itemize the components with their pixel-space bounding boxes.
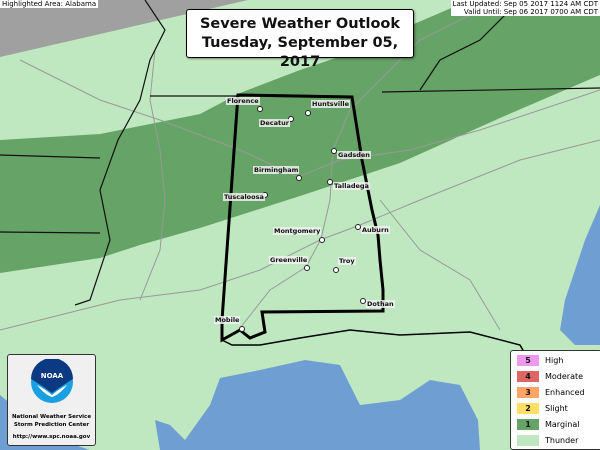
timestamps: Last Updated: Sep 05 2017 1124 AM CDT Va…	[450, 0, 600, 16]
city-marker-florence	[257, 106, 263, 112]
legend-label-high: High	[545, 355, 564, 365]
city-label-troy: Troy	[338, 257, 356, 265]
city-marker-montgomery	[319, 237, 325, 243]
subtitle-date: Tuesday, September 05, 2017	[201, 35, 399, 70]
legend-swatch-high: 5	[517, 354, 539, 366]
title-box: Severe Weather Outlook Tuesday, Septembe…	[186, 9, 414, 70]
city-marker-dothan	[360, 298, 366, 304]
city-marker-auburn	[355, 224, 361, 230]
city-label-mobile: Mobile	[214, 316, 241, 324]
city-label-dothan: Dothan	[366, 300, 395, 308]
legend-swatch-enhanced: 3	[517, 386, 539, 398]
spc-label: Storm Prediction Center	[13, 422, 90, 428]
gulf-water-central	[155, 360, 480, 450]
city-marker-talladega	[327, 179, 333, 185]
legend-swatch-marginal: 1	[517, 418, 539, 430]
city-label-greenville: Greenville	[269, 256, 309, 264]
spc-url-link[interactable]: http://www.spc.noaa.gov	[12, 434, 91, 440]
legend-item-slight: 2 Slight	[517, 402, 568, 414]
city-label-talladega: Talladega	[333, 182, 370, 190]
city-label-tuscaloosa: Tuscaloosa	[223, 193, 265, 201]
risk-legend: 5 High 4 Moderate 3 Enhanced 2 Slight 1 Margi…	[510, 350, 600, 450]
legend-item-enhanced: 3 Enhanced	[517, 386, 585, 398]
noaa-logo-icon: NOAA	[30, 358, 73, 403]
legend-item-moderate: 4 Moderate	[517, 370, 583, 382]
last-updated: Last Updated: Sep 05 2017 1124 AM CDT	[452, 0, 598, 8]
valid-until: Valid Until: Sep 06 2017 0700 AM CDT	[463, 8, 598, 16]
legend-label-slight: Slight	[545, 403, 568, 413]
city-marker-gadsden	[331, 148, 337, 154]
city-label-florence: Florence	[226, 97, 260, 105]
legend-label-thunder: Thunder	[545, 435, 579, 445]
title: Severe Weather Outlook	[199, 16, 401, 32]
city-label-decatur: Decatur	[259, 119, 290, 127]
city-label-huntsville: Huntsville	[311, 100, 351, 108]
marginal-risk-area	[0, 0, 600, 273]
city-label-auburn: Auburn	[361, 226, 390, 234]
legend-label-enhanced: Enhanced	[545, 387, 585, 397]
city-label-montgomery: Montgomery	[273, 227, 322, 235]
atlantic-water	[560, 205, 600, 345]
legend-swatch-slight: 2	[517, 402, 539, 414]
alabama-outline	[220, 93, 385, 343]
city-marker-huntsville	[305, 110, 311, 116]
legend-label-marginal: Marginal	[545, 419, 580, 429]
city-marker-troy	[333, 267, 339, 273]
city-label-birmingham: Birmingham	[253, 166, 300, 174]
nws-label: National Weather Service	[11, 414, 92, 420]
city-marker-mobile	[239, 326, 245, 332]
legend-item-thunder: Thunder	[517, 434, 578, 446]
legend-label-moderate: Moderate	[545, 371, 584, 381]
legend-swatch-thunder	[517, 434, 539, 446]
noaa-logo-box: NOAA National Weather Service Storm Pred…	[7, 354, 96, 446]
legend-swatch-moderate: 4	[517, 370, 539, 382]
legend-item-marginal: 1 Marginal	[517, 418, 579, 430]
city-marker-greenville	[304, 265, 310, 271]
legend-item-high: 5 High	[517, 354, 563, 366]
city-marker-birmingham	[296, 175, 302, 181]
city-label-gadsden: Gadsden	[337, 151, 371, 159]
noaa-logo-text: NOAA	[40, 372, 63, 380]
highlighted-area-label: Highlighted Area: Alabama	[0, 0, 99, 8]
